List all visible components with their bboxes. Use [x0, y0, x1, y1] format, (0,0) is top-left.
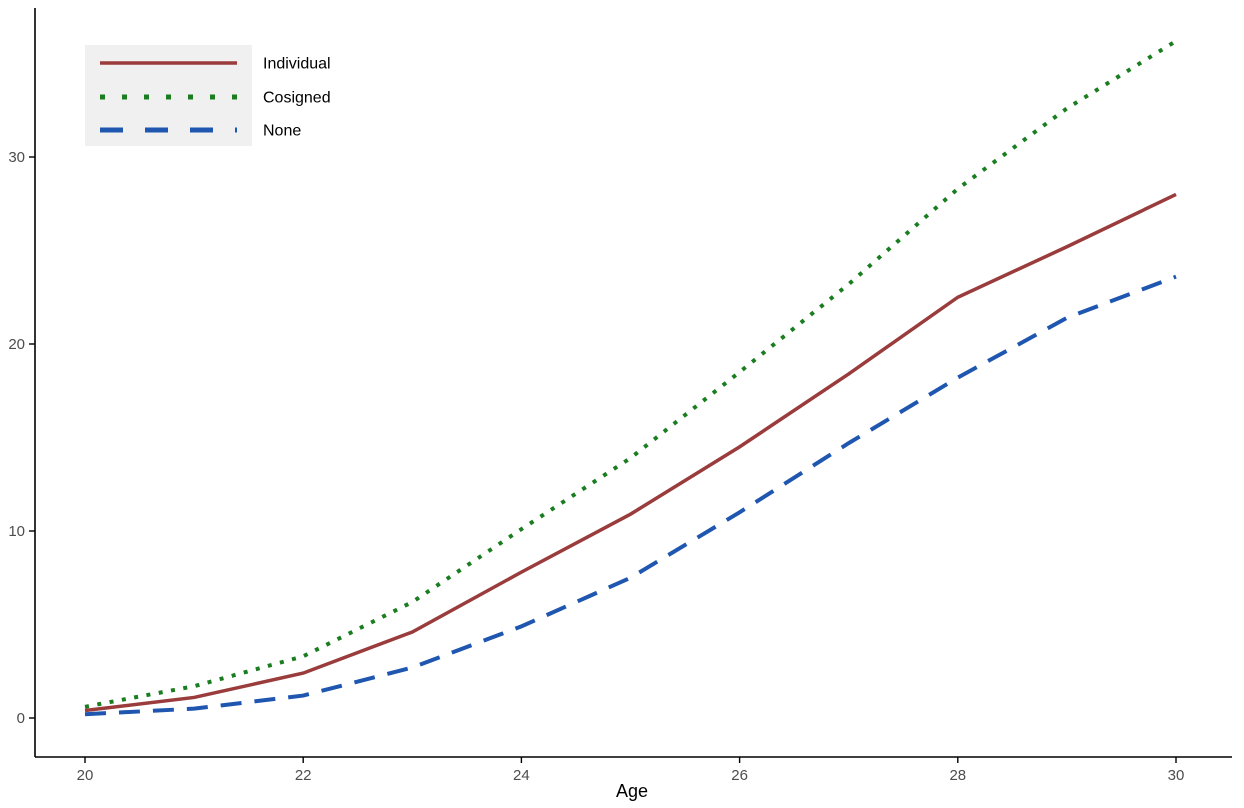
- chart-legend: Individual Cosigned None: [85, 45, 331, 146]
- x-tick-label: 26: [731, 767, 748, 784]
- axes: 20 22 24 26 28 30 0 10 20 30: [8, 8, 1232, 784]
- y-tick-label: 30: [8, 149, 25, 166]
- legend-label-individual: Individual: [263, 56, 331, 73]
- x-tick-label: 30: [1168, 767, 1185, 784]
- x-tick-label: 22: [295, 767, 312, 784]
- x-tick-label: 20: [77, 767, 94, 784]
- legend-label-cosigned: Cosigned: [263, 90, 331, 107]
- x-axis-title: Age: [616, 781, 648, 801]
- y-tick-label: 0: [17, 710, 25, 727]
- y-tick-label: 20: [8, 336, 25, 353]
- x-tick-label: 24: [513, 767, 530, 784]
- legend-label-none: None: [263, 123, 301, 140]
- series-line-none: [84, 274, 1177, 717]
- y-tick-label: 10: [8, 523, 25, 540]
- data-series: [84, 39, 1178, 717]
- series-line-cosigned: [84, 39, 1178, 709]
- series-line-individual: [84, 192, 1177, 713]
- x-tick-label: 28: [949, 767, 966, 784]
